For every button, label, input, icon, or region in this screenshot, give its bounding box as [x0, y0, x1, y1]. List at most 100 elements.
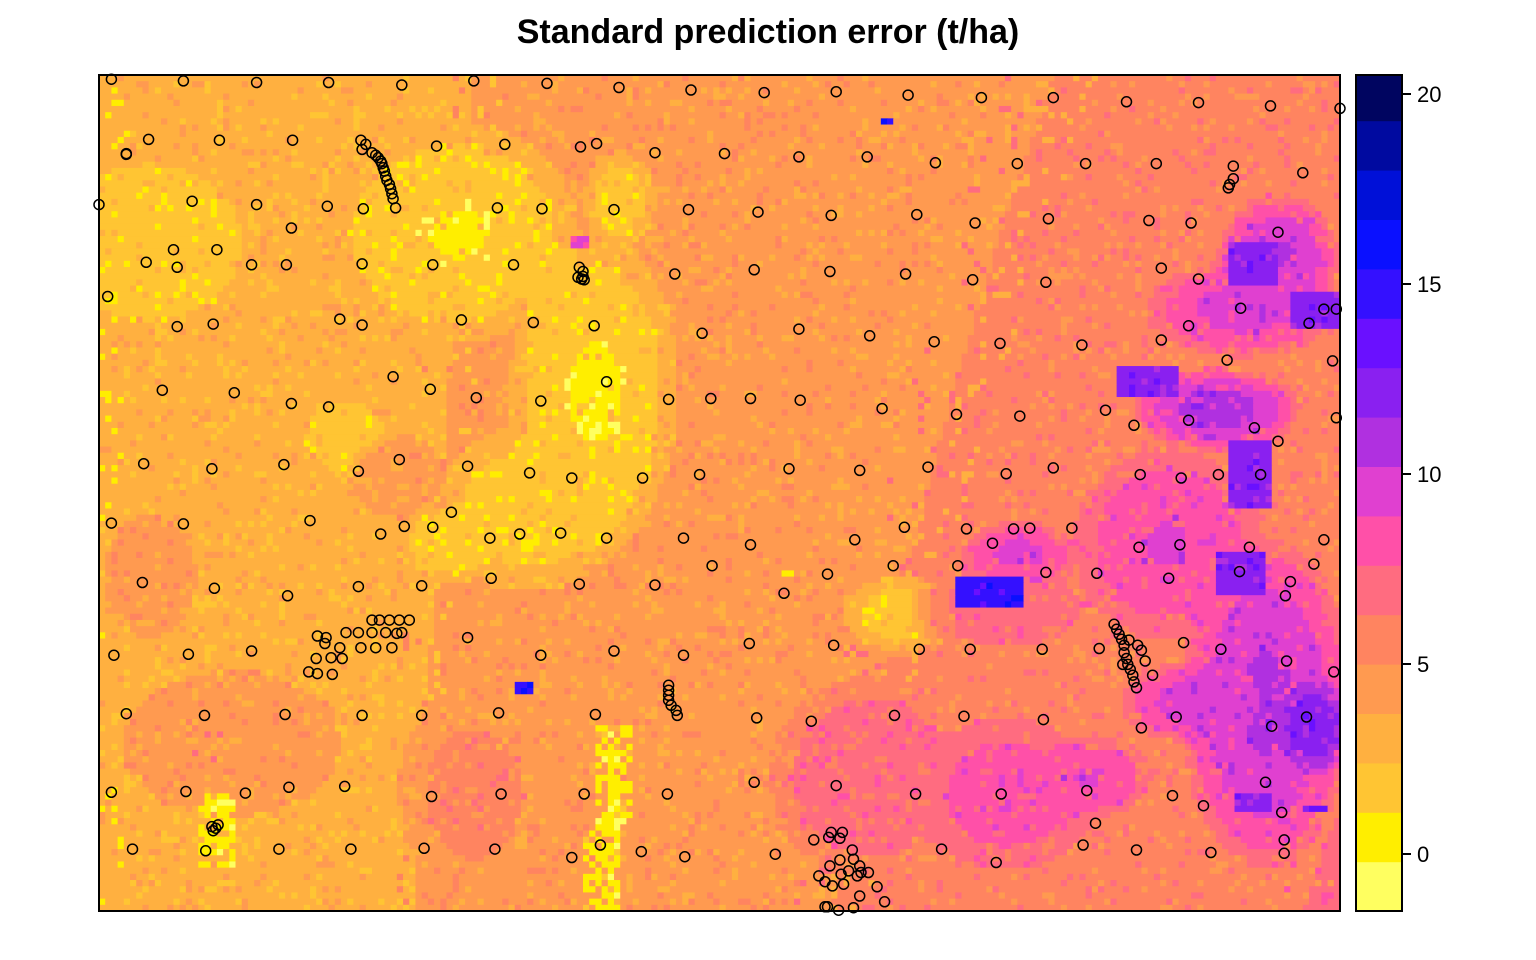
- raster-cell: [1116, 353, 1143, 361]
- raster-cell: [843, 99, 882, 107]
- raster-cell: [582, 347, 609, 355]
- raster-cell: [942, 285, 975, 293]
- raster-cell: [1066, 483, 1099, 491]
- raster-cell: [247, 254, 255, 262]
- raster-cell: [285, 366, 292, 373]
- raster-cell: [372, 167, 379, 175]
- raster-cell: [961, 304, 969, 311]
- raster-cell: [756, 465, 770, 472]
- raster-cell: [254, 217, 274, 225]
- raster-cell: [918, 378, 956, 386]
- raster-cell: [601, 174, 628, 181]
- raster-cell: [1085, 341, 1093, 349]
- raster-cell: [384, 136, 404, 144]
- raster-cell: [328, 341, 342, 349]
- raster-cell: [551, 130, 565, 138]
- raster-cell: [657, 167, 683, 175]
- raster-cell: [663, 254, 696, 262]
- raster-cell: [719, 198, 733, 206]
- raster-cell: [626, 304, 634, 311]
- raster-cell: [818, 124, 863, 132]
- raster-cell: [564, 236, 572, 243]
- raster-cell: [1110, 211, 1118, 219]
- raster-cell: [694, 161, 702, 169]
- raster-cell: [1290, 260, 1298, 268]
- raster-cell: [657, 335, 677, 342]
- raster-cell: [986, 452, 994, 460]
- raster-cell: [403, 186, 410, 194]
- raster-cell: [520, 434, 553, 441]
- raster-cell: [1116, 452, 1124, 460]
- raster-cell: [949, 415, 956, 423]
- raster-cell: [1209, 143, 1217, 150]
- raster-cell: [1017, 328, 1025, 336]
- raster-cell: [465, 328, 472, 336]
- raster-cell: [707, 328, 714, 336]
- raster-cell: [1042, 229, 1049, 237]
- raster-cell: [1191, 75, 1211, 82]
- raster-cell: [601, 93, 628, 101]
- raster-cell: [682, 372, 690, 380]
- raster-cell: [924, 427, 932, 435]
- raster-cell: [911, 217, 919, 225]
- raster-cell: [185, 397, 206, 404]
- raster-cell: [278, 421, 305, 429]
- raster-cell: [824, 304, 845, 311]
- raster-cell: [260, 205, 268, 212]
- raster-cell: [980, 81, 1000, 88]
- raster-cell: [241, 180, 255, 188]
- raster-cell: [1166, 75, 1174, 82]
- raster-cell: [1079, 477, 1087, 485]
- raster-cell: [291, 161, 305, 169]
- raster-cell: [626, 508, 634, 516]
- raster-cell: [123, 341, 131, 349]
- raster-cell: [347, 316, 354, 324]
- raster-cell: [911, 260, 919, 268]
- raster-cell: [1054, 415, 1062, 423]
- raster-cell: [738, 112, 745, 119]
- raster-cell: [558, 489, 565, 497]
- raster-cell: [595, 93, 603, 101]
- raster-cell: [992, 427, 1087, 435]
- raster-cell: [1271, 180, 1291, 188]
- raster-cell: [1073, 489, 1087, 497]
- raster-cell: [297, 124, 305, 132]
- raster-cell: [843, 279, 851, 287]
- raster-cell: [539, 489, 553, 497]
- raster-cell: [887, 242, 913, 249]
- raster-cell: [465, 143, 472, 150]
- raster-cell: [452, 75, 460, 82]
- raster-cell: [334, 335, 361, 342]
- raster-cell: [1160, 242, 1167, 249]
- raster-cell: [390, 211, 398, 219]
- raster-cell: [651, 266, 690, 274]
- raster-cell: [1135, 186, 1143, 194]
- raster-cell: [390, 229, 398, 237]
- raster-cell: [1135, 266, 1143, 274]
- raster-cell: [154, 372, 162, 380]
- raster-cell: [1048, 87, 1056, 95]
- raster-cell: [1017, 316, 1025, 324]
- raster-cell: [831, 335, 838, 342]
- raster-cell: [465, 502, 472, 510]
- raster-cell: [539, 186, 565, 194]
- raster-cell: [775, 198, 783, 206]
- raster-cell: [216, 335, 230, 342]
- raster-cell: [1135, 161, 1143, 169]
- raster-cell: [1203, 477, 1211, 485]
- raster-cell: [688, 223, 696, 231]
- raster-cell: [1259, 112, 1267, 119]
- raster-cell: [198, 328, 261, 336]
- raster-cell: [1327, 285, 1335, 293]
- raster-cell: [303, 489, 311, 497]
- raster-cell: [198, 477, 206, 485]
- raster-cell: [762, 87, 770, 95]
- raster-cell: [837, 502, 845, 510]
- raster-cell: [465, 112, 472, 119]
- raster-cell: [645, 434, 652, 441]
- raster-cell: [446, 223, 479, 231]
- raster-cell: [731, 211, 739, 219]
- raster-cell: [651, 347, 659, 355]
- raster-cell: [1191, 372, 1205, 380]
- raster-cell: [793, 446, 801, 454]
